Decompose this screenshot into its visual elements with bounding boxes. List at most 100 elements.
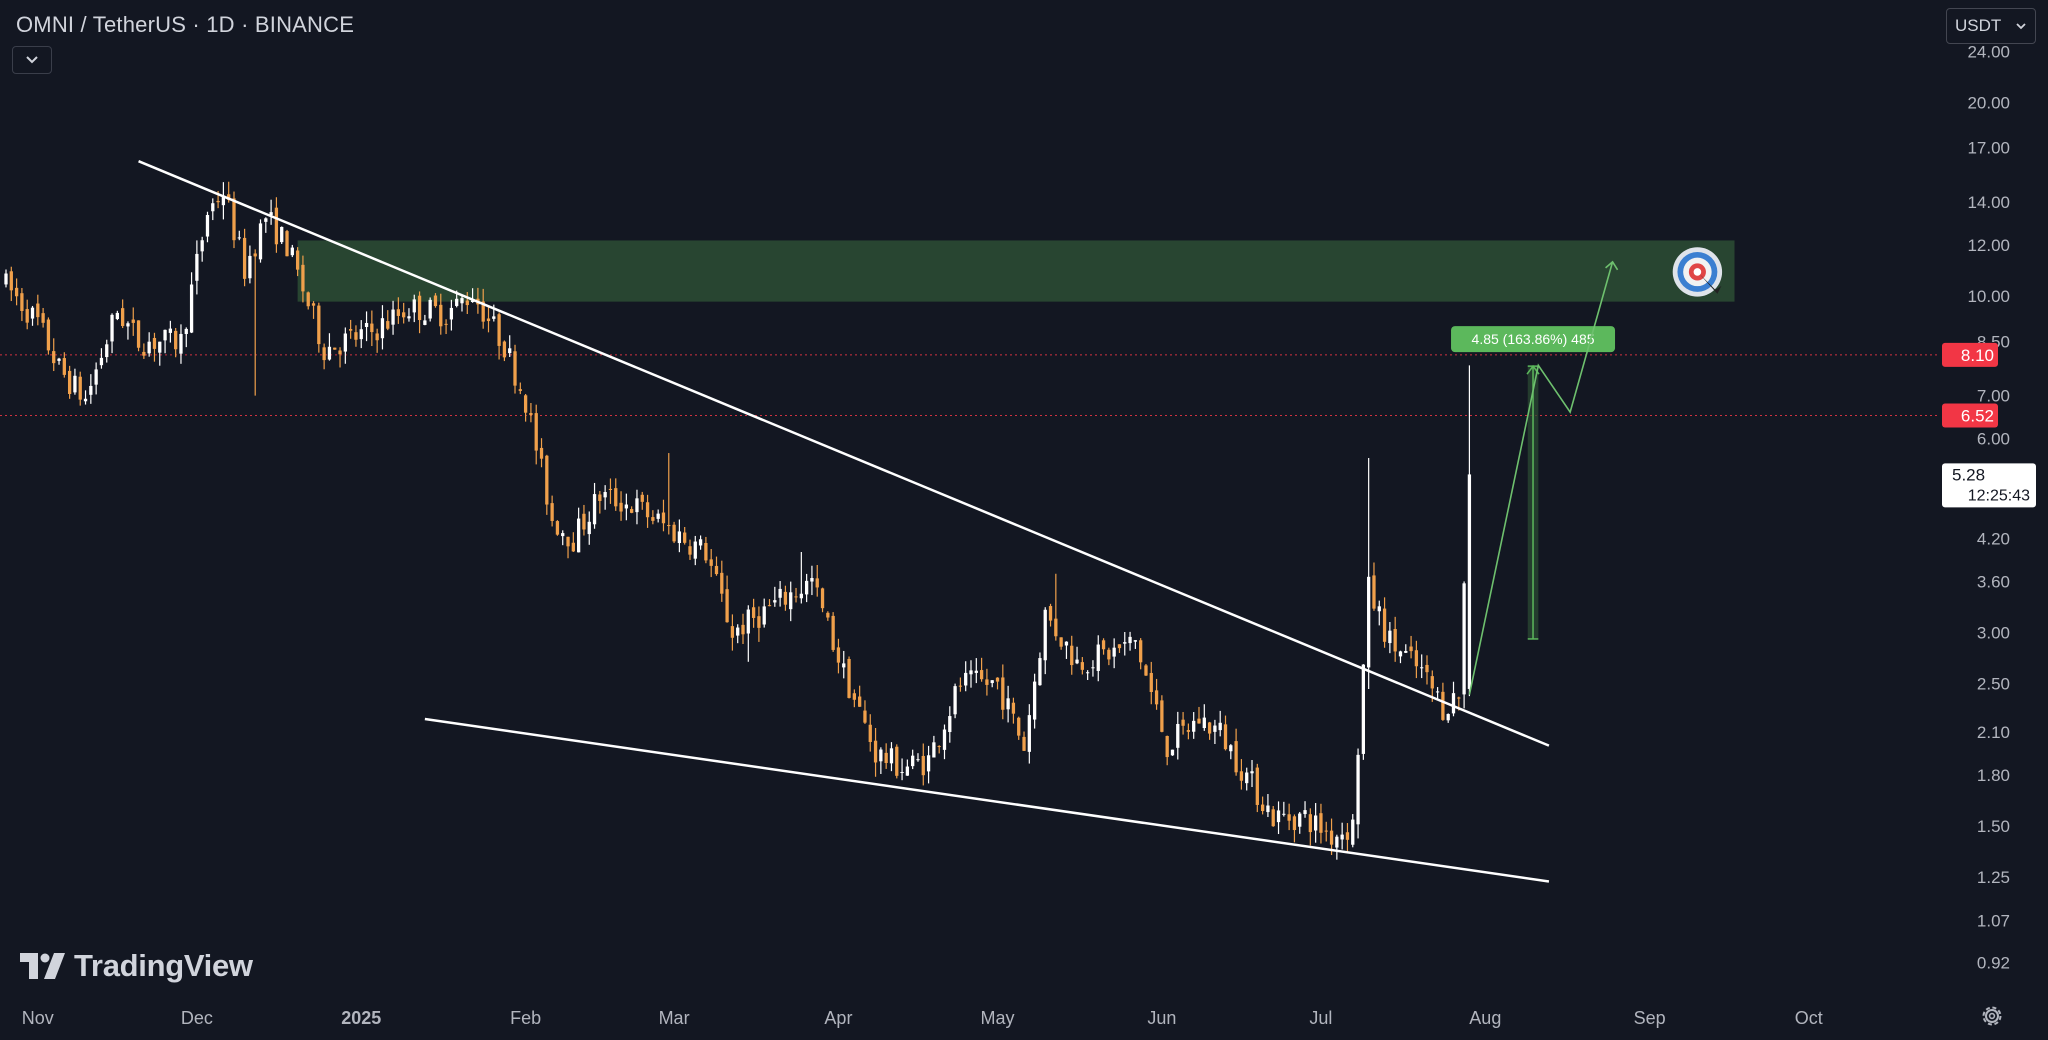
candle-body[interactable] <box>804 580 809 595</box>
candle-body[interactable] <box>948 716 952 733</box>
candle-body[interactable] <box>158 341 162 353</box>
candle-body[interactable] <box>301 264 305 292</box>
candle-body[interactable] <box>693 541 697 559</box>
candle-body[interactable] <box>327 346 332 360</box>
candle-body[interactable] <box>704 542 708 561</box>
candle-body[interactable] <box>1420 667 1424 669</box>
current-price-badge[interactable] <box>1942 463 2036 508</box>
candle-body[interactable] <box>391 309 395 325</box>
candle-body[interactable] <box>1467 474 1472 689</box>
candle-body[interactable] <box>41 313 45 323</box>
candle-body[interactable] <box>1319 813 1323 833</box>
candle-body[interactable] <box>1017 717 1021 736</box>
candle-body[interactable] <box>863 710 867 723</box>
candle-body[interactable] <box>1372 575 1376 609</box>
candle-body[interactable] <box>534 413 538 451</box>
candle-body[interactable] <box>412 299 416 313</box>
candle-body[interactable] <box>386 321 390 329</box>
candle-body[interactable] <box>587 521 591 535</box>
candle-body[interactable] <box>184 328 188 334</box>
candle-body[interactable] <box>174 330 178 350</box>
candle-body[interactable] <box>1011 702 1016 714</box>
candle-body[interactable] <box>619 502 623 512</box>
candle-body[interactable] <box>359 329 363 340</box>
candle-body[interactable] <box>1128 636 1132 644</box>
candle-body[interactable] <box>375 333 379 341</box>
candle-body[interactable] <box>709 559 713 566</box>
candle-body[interactable] <box>1303 810 1307 815</box>
candle-body[interactable] <box>513 351 517 386</box>
candle-body[interactable] <box>858 696 862 707</box>
candle-body[interactable] <box>317 305 321 345</box>
candle-body[interactable] <box>1382 608 1387 642</box>
candle-body[interactable] <box>1441 691 1445 720</box>
candle-body[interactable] <box>428 299 432 319</box>
candle-body[interactable] <box>799 593 803 599</box>
candle-body[interactable] <box>470 300 475 303</box>
candle-body[interactable] <box>995 677 1000 682</box>
candle-body[interactable] <box>836 647 841 663</box>
candle-body[interactable] <box>624 504 629 509</box>
candle-body[interactable] <box>1054 618 1058 637</box>
candle-body[interactable] <box>1393 628 1397 652</box>
candle-body[interactable] <box>953 686 957 715</box>
candle-body[interactable] <box>1271 809 1275 827</box>
candle-body[interactable] <box>1075 659 1079 664</box>
collapse-legend-button[interactable] <box>12 46 52 74</box>
candle-body[interactable] <box>1043 609 1047 661</box>
candle-body[interactable] <box>555 521 560 535</box>
candle-body[interactable] <box>30 307 35 319</box>
candle-body[interactable] <box>439 304 443 327</box>
candle-body[interactable] <box>1335 836 1339 848</box>
candle-body[interactable] <box>343 333 347 352</box>
candle-body[interactable] <box>725 589 729 623</box>
candle-body[interactable] <box>1006 698 1010 710</box>
candle-body[interactable] <box>985 679 989 685</box>
candle-body[interactable] <box>1351 819 1355 845</box>
candle-body[interactable] <box>656 513 660 519</box>
candle-body[interactable] <box>1165 735 1169 758</box>
candle-body[interactable] <box>1070 645 1074 666</box>
candle-body[interactable] <box>36 303 40 318</box>
candle-body[interactable] <box>67 370 72 394</box>
candle-body[interactable] <box>311 303 316 306</box>
candle-body[interactable] <box>852 693 856 700</box>
candle-body[interactable] <box>683 532 687 543</box>
candle-body[interactable] <box>651 517 655 521</box>
candle-body[interactable] <box>253 253 257 257</box>
candle-body[interactable] <box>1112 647 1116 657</box>
candle-body[interactable] <box>1329 830 1334 845</box>
candle-body[interactable] <box>1409 646 1413 652</box>
candle-body[interactable] <box>895 746 899 776</box>
candle-body[interactable] <box>179 333 183 354</box>
candle-body[interactable] <box>969 670 973 675</box>
candle-body[interactable] <box>1192 720 1196 732</box>
candle-body[interactable] <box>465 300 469 306</box>
candle-body[interactable] <box>911 755 915 767</box>
candle-body[interactable] <box>1324 830 1328 832</box>
candle-body[interactable] <box>979 670 984 680</box>
candle-body[interactable] <box>9 271 13 291</box>
candle-body[interactable] <box>1197 718 1201 724</box>
candle-body[interactable] <box>110 314 114 342</box>
candle-body[interactable] <box>592 494 597 525</box>
candle-body[interactable] <box>1361 664 1366 754</box>
candle-body[interactable] <box>921 755 925 776</box>
candle-body[interactable] <box>561 533 565 537</box>
candle-body[interactable] <box>720 572 724 594</box>
candle-body[interactable] <box>900 772 904 774</box>
candle-body[interactable] <box>1160 700 1164 732</box>
candle-body[interactable] <box>826 612 830 618</box>
candle-body[interactable] <box>94 369 98 385</box>
candle-body[interactable] <box>1001 677 1005 710</box>
candle-body[interactable] <box>258 223 263 260</box>
candle-body[interactable] <box>126 323 130 327</box>
candle-body[interactable] <box>1144 665 1148 676</box>
candle-body[interactable] <box>1038 658 1042 686</box>
candle-body[interactable] <box>486 318 491 322</box>
candle-body[interactable] <box>1059 637 1063 647</box>
candle-body[interactable] <box>1388 630 1392 644</box>
candle-body[interactable] <box>57 358 61 361</box>
candle-body[interactable] <box>1218 722 1222 731</box>
candle-body[interactable] <box>1086 672 1090 674</box>
